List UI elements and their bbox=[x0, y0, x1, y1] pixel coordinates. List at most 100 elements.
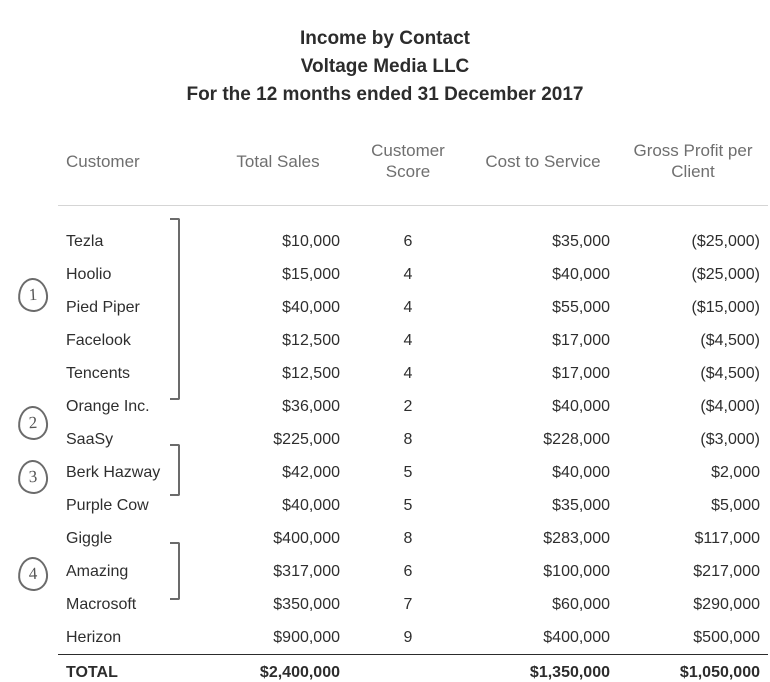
cell-score: 9 bbox=[348, 621, 468, 655]
cell-score: 8 bbox=[348, 522, 468, 555]
cell-total-sales: $40,000 bbox=[208, 291, 348, 324]
col-total-sales: Total Sales bbox=[208, 124, 348, 205]
table-row: Pied Piper$40,0004$55,000($15,000) bbox=[58, 291, 768, 324]
table-row: SaaSy$225,0008$228,000($3,000) bbox=[58, 423, 768, 456]
handwritten-bracket-icon bbox=[170, 444, 180, 496]
cell-customer: Macrosoft bbox=[58, 588, 208, 621]
cell-score: 2 bbox=[348, 390, 468, 423]
cell-score: 8 bbox=[348, 423, 468, 456]
cell-score: 6 bbox=[348, 225, 468, 258]
cell-total-sales: $42,000 bbox=[208, 456, 348, 489]
total-label: TOTAL bbox=[58, 655, 208, 682]
cell-total-sales: $317,000 bbox=[208, 555, 348, 588]
cell-score: 5 bbox=[348, 489, 468, 522]
cell-profit: $500,000 bbox=[618, 621, 768, 655]
cell-profit: $117,000 bbox=[618, 522, 768, 555]
cell-cost: $40,000 bbox=[468, 390, 618, 423]
cell-cost: $40,000 bbox=[468, 258, 618, 291]
cell-profit: ($4,500) bbox=[618, 324, 768, 357]
cell-customer: Pied Piper bbox=[58, 291, 208, 324]
report-page: Income by Contact Voltage Media LLC For … bbox=[0, 0, 770, 665]
cell-score: 4 bbox=[348, 291, 468, 324]
cell-profit: $2,000 bbox=[618, 456, 768, 489]
col-cost: Cost to Service bbox=[468, 124, 618, 205]
cell-cost: $60,000 bbox=[468, 588, 618, 621]
report-header: Income by Contact Voltage Media LLC For … bbox=[24, 28, 746, 106]
cell-customer: SaaSy bbox=[58, 423, 208, 456]
cell-customer: Tencents bbox=[58, 357, 208, 390]
cell-total-sales: $400,000 bbox=[208, 522, 348, 555]
col-customer: Customer bbox=[58, 124, 208, 205]
cell-profit: ($25,000) bbox=[618, 258, 768, 291]
table-row: Tencents$12,5004$17,000($4,500) bbox=[58, 357, 768, 390]
cell-total-sales: $15,000 bbox=[208, 258, 348, 291]
table-row: Facelook$12,5004$17,000($4,500) bbox=[58, 324, 768, 357]
cell-cost: $17,000 bbox=[468, 324, 618, 357]
col-profit: Gross Profit per Client bbox=[618, 124, 768, 205]
table-body: Tezla$10,0006$35,000($25,000)Hoolio$15,0… bbox=[58, 225, 768, 655]
report-title: Income by Contact bbox=[24, 28, 746, 50]
cell-customer: Amazing bbox=[58, 555, 208, 588]
handwritten-bracket-icon bbox=[170, 542, 180, 600]
handwritten-circle-icon: 3 bbox=[17, 459, 49, 495]
cell-total-sales: $40,000 bbox=[208, 489, 348, 522]
table-row: Macrosoft$350,0007$60,000$290,000 bbox=[58, 588, 768, 621]
cell-total-sales: $12,500 bbox=[208, 324, 348, 357]
total-cost: $1,350,000 bbox=[468, 655, 618, 682]
cell-customer: Purple Cow bbox=[58, 489, 208, 522]
cell-profit: ($15,000) bbox=[618, 291, 768, 324]
cell-cost: $55,000 bbox=[468, 291, 618, 324]
table-row: Purple Cow$40,0005$35,000$5,000 bbox=[58, 489, 768, 522]
cell-customer: Tezla bbox=[58, 225, 208, 258]
cell-profit: ($4,000) bbox=[618, 390, 768, 423]
total-row: TOTAL $2,400,000 $1,350,000 $1,050,000 bbox=[58, 655, 768, 682]
table-row: Amazing$317,0006$100,000$217,000 bbox=[58, 555, 768, 588]
cell-total-sales: $350,000 bbox=[208, 588, 348, 621]
table-row: Berk Hazway$42,0005$40,000$2,000 bbox=[58, 456, 768, 489]
report-period: For the 12 months ended 31 December 2017 bbox=[24, 84, 746, 106]
cell-customer: Giggle bbox=[58, 522, 208, 555]
handwritten-circle-icon: 2 bbox=[17, 405, 49, 441]
cell-profit: $290,000 bbox=[618, 588, 768, 621]
table-row: Giggle$400,0008$283,000$117,000 bbox=[58, 522, 768, 555]
cell-customer: Orange Inc. bbox=[58, 390, 208, 423]
cell-score: 7 bbox=[348, 588, 468, 621]
cell-cost: $100,000 bbox=[468, 555, 618, 588]
handwritten-circle-icon: 1 bbox=[17, 277, 49, 313]
cell-profit: ($25,000) bbox=[618, 225, 768, 258]
table-head: Customer Total Sales Customer Score Cost… bbox=[58, 124, 768, 205]
cell-customer: Herizon bbox=[58, 621, 208, 655]
cell-cost: $35,000 bbox=[468, 489, 618, 522]
table-row: Orange Inc.$36,0002$40,000($4,000) bbox=[58, 390, 768, 423]
cell-score: 4 bbox=[348, 357, 468, 390]
cell-cost: $40,000 bbox=[468, 456, 618, 489]
cell-score: 4 bbox=[348, 324, 468, 357]
cell-total-sales: $225,000 bbox=[208, 423, 348, 456]
cell-customer: Facelook bbox=[58, 324, 208, 357]
cell-cost: $228,000 bbox=[468, 423, 618, 456]
cell-cost: $35,000 bbox=[468, 225, 618, 258]
cell-total-sales: $10,000 bbox=[208, 225, 348, 258]
cell-total-sales: $900,000 bbox=[208, 621, 348, 655]
col-score: Customer Score bbox=[348, 124, 468, 205]
table-row: Herizon$900,0009$400,000$500,000 bbox=[58, 621, 768, 655]
handwritten-circle-icon: 4 bbox=[17, 556, 49, 592]
cell-profit: ($4,500) bbox=[618, 357, 768, 390]
cell-cost: $283,000 bbox=[468, 522, 618, 555]
cell-score: 6 bbox=[348, 555, 468, 588]
cell-cost: $17,000 bbox=[468, 357, 618, 390]
cell-score: 5 bbox=[348, 456, 468, 489]
cell-profit: ($3,000) bbox=[618, 423, 768, 456]
cell-profit: $5,000 bbox=[618, 489, 768, 522]
table-row: Hoolio$15,0004$40,000($25,000) bbox=[58, 258, 768, 291]
cell-score: 4 bbox=[348, 258, 468, 291]
table-row: Tezla$10,0006$35,000($25,000) bbox=[58, 225, 768, 258]
income-table: Customer Total Sales Customer Score Cost… bbox=[58, 124, 768, 682]
total-score bbox=[348, 655, 468, 682]
cell-cost: $400,000 bbox=[468, 621, 618, 655]
total-profit: $1,050,000 bbox=[618, 655, 768, 682]
cell-total-sales: $36,000 bbox=[208, 390, 348, 423]
report-company: Voltage Media LLC bbox=[24, 56, 746, 78]
handwritten-bracket-icon bbox=[170, 218, 180, 400]
cell-customer: Hoolio bbox=[58, 258, 208, 291]
